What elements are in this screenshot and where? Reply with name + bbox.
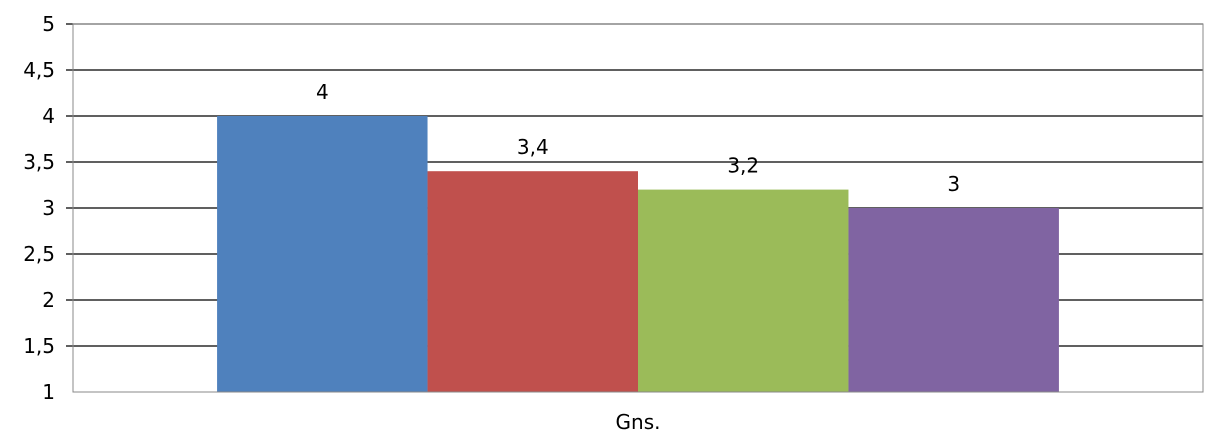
y-tick-label: 2,5 bbox=[23, 242, 55, 266]
category-label: Gns. bbox=[616, 410, 661, 434]
data-label: 4 bbox=[316, 80, 329, 104]
y-axis-ticks: 1 1,5 2 2,5 3 3,5 4 4,5 5 bbox=[23, 12, 55, 404]
bar bbox=[638, 189, 849, 392]
bar bbox=[217, 116, 428, 392]
y-tick-label: 2 bbox=[42, 288, 55, 312]
data-label: 3,2 bbox=[727, 154, 759, 178]
y-tick-label: 4,5 bbox=[23, 58, 55, 82]
plot-area-border bbox=[72, 23, 1204, 393]
y-tick-label: 4 bbox=[42, 104, 55, 128]
bar bbox=[848, 208, 1059, 392]
bars bbox=[217, 116, 1059, 392]
y-tick-label: 1,5 bbox=[23, 334, 55, 358]
x-axis-categories: Gns. bbox=[616, 410, 661, 434]
data-labels: 4 3,4 3,2 3 bbox=[316, 80, 960, 196]
data-label: 3 bbox=[947, 172, 960, 196]
y-tick-label: 5 bbox=[42, 12, 55, 36]
bar bbox=[427, 171, 638, 392]
y-tick-label: 3 bbox=[42, 196, 55, 220]
data-label: 3,4 bbox=[517, 135, 549, 159]
y-tick-label: 3,5 bbox=[23, 150, 55, 174]
y-tick-label: 1 bbox=[42, 380, 55, 404]
